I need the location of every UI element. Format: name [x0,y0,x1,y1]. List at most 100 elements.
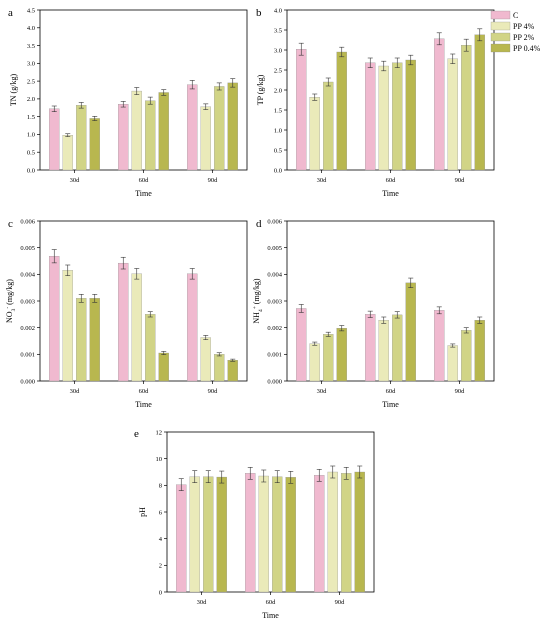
y-tick-label: 0.001 [267,352,282,359]
y-axis-label: TN (g/kg) [9,74,18,107]
y-tick-label: 3.0 [274,47,282,54]
x-axis-label: Time [135,400,152,409]
y-tick-label: 0.004 [267,272,282,279]
x-tick-label: 30d [70,388,81,395]
bar-90d-PP-0-4- [474,320,485,382]
bar-60d-C [118,104,129,171]
y-tick-label: 12 [156,429,163,436]
y-tick-label: 2.5 [274,67,282,74]
bar-90d-PP-4- [200,106,211,171]
legend-swatch [490,32,511,42]
x-tick-label: 30d [70,177,81,184]
y-tick-label: 4.0 [274,7,282,14]
bar-90d-C [314,475,325,593]
legend-label: PP 4% [513,22,535,31]
x-tick-label: 90d [335,599,346,606]
legend-swatch [490,10,511,20]
x-axis-label: Time [382,400,399,409]
legend: C PP 4% PP 2% PP 0.4% [490,10,541,53]
bar-90d-PP-2- [214,354,225,382]
y-tick-label: 0.001 [20,352,35,359]
panel-label: a [8,7,13,19]
bar-60d-PP-4- [131,273,142,382]
y-tick-label: 4.0 [27,25,35,32]
y-tick-label: 1.0 [274,127,282,134]
y-tick-label: 2.0 [274,87,282,94]
bar-90d-PP-4- [447,58,458,171]
y-tick-label: 0.0 [27,167,35,174]
panel-e: 0 2 4 6 8 10 12 30d 60d 90d Time pH e [134,428,375,618]
x-tick-label: 30d [317,388,328,395]
bar-30d-PP-4- [309,343,320,382]
bar-60d-PP-0-4- [405,282,416,382]
bar-90d-PP-0-4- [474,34,485,171]
panel-label: c [8,218,13,230]
panel-label: d [256,218,262,230]
bar-60d-C [365,62,376,171]
y-tick-label: 10 [156,456,163,463]
bar-90d-PP-2- [461,45,472,171]
x-tick-label: 60d [139,388,150,395]
bar-60d-PP-0-4- [158,92,169,171]
x-tick-label: 60d [386,177,397,184]
bar-30d-PP-2- [76,298,87,382]
bar-90d-PP-0-4- [227,82,238,171]
bar-90d-PP-4- [200,337,211,382]
bar-30d-PP-0-4- [336,51,347,171]
y-tick-label: 0.003 [267,298,282,305]
bar-30d-PP-2- [76,105,87,171]
bar-60d-PP-4- [258,475,269,593]
legend-label: PP 0.4% [513,44,541,53]
bar-90d-PP-4- [447,345,458,382]
bar-90d-C [187,84,198,171]
bar-90d-PP-4- [327,471,338,593]
bar-60d-PP-2- [392,314,403,382]
y-tick-label: 4.5 [27,7,35,14]
y-tick-label: 8 [159,483,162,490]
x-axis-label: Time [135,189,152,198]
y-tick-label: 2.0 [27,96,35,103]
bar-90d-PP-0-4- [354,471,365,593]
bar-60d-C [118,262,129,382]
bar-90d-PP-2- [341,473,352,593]
bar-30d-C [176,484,187,593]
legend-label: C [513,11,518,20]
y-tick-label: 0.000 [267,378,282,385]
bar-60d-C [365,314,376,382]
bar-90d-PP-2- [214,86,225,171]
bar-30d-PP-4- [62,270,73,382]
bar-30d-PP-0-4- [89,298,100,382]
bar-60d-PP-2- [392,62,403,171]
y-axis-label: NO3- (mg/kg) [5,279,17,323]
bar-60d-PP-0-4- [405,59,416,171]
x-tick-label: 90d [455,388,466,395]
bar-90d-C [434,38,445,171]
y-tick-label: 1.5 [27,114,35,121]
panel-c: 0.000 0.001 0.002 0.003 0.004 0.005 0.006 30d 60… [5,218,248,409]
bar-60d-PP-4- [131,90,142,171]
panel-label: e [134,428,139,440]
x-tick-label: 60d [386,388,397,395]
y-tick-label: 2.5 [27,78,35,85]
bar-30d-C [49,108,60,171]
bar-30d-PP-2- [323,334,334,382]
bar-60d-PP-2- [145,100,156,171]
legend-swatch [490,43,511,53]
y-tick-label: 3.5 [274,27,282,34]
y-tick-label: 0.5 [274,147,282,154]
legend-label: PP 2% [513,33,535,42]
bar-30d-C [49,256,60,382]
y-tick-label: 0.002 [267,325,282,332]
panel-label: b [256,7,262,19]
bar-30d-PP-2- [323,81,334,171]
y-tick-label: 1.0 [27,132,35,139]
y-axis-label: pH [138,507,147,517]
bar-60d-PP-0-4- [285,477,296,593]
bar-60d-PP-2- [145,314,156,382]
y-tick-label: 0.004 [20,272,35,279]
bar-30d-PP-4- [309,97,320,171]
y-tick-label: 0.003 [20,298,35,305]
bar-60d-PP-4- [378,65,389,171]
y-axis-label: NH4+ (mg/kg) [252,278,264,324]
y-tick-label: 0.006 [20,218,35,225]
